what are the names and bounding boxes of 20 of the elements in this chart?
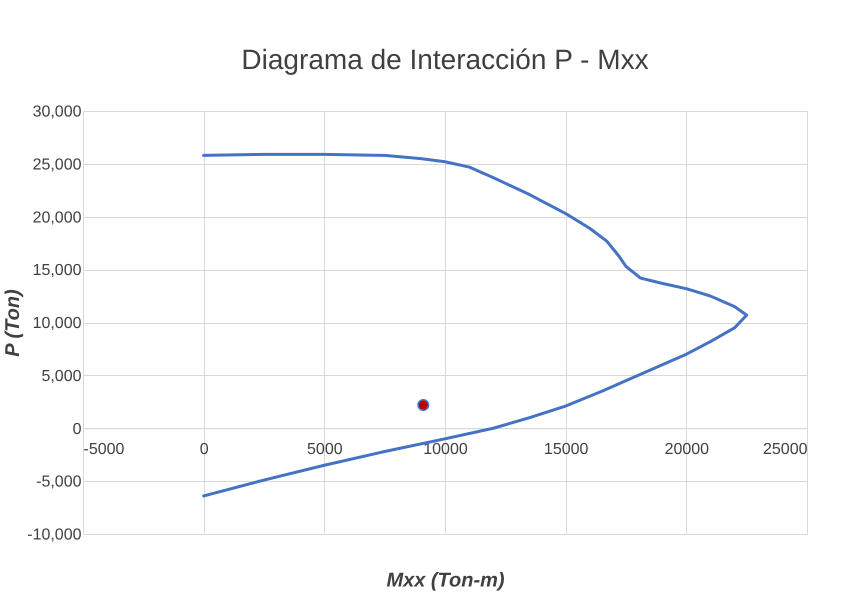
y-tick-label: 5,000 [41, 368, 82, 385]
x-tick-label: 20000 [664, 440, 710, 458]
y-tick-label: 0 [72, 420, 82, 438]
x-tick-label: -5000 [84, 440, 125, 458]
chart-title: Diagrama de Interacción P - Mxx [241, 44, 649, 75]
x-tick-label: 10000 [423, 440, 468, 458]
y-tick-label: 20,000 [32, 209, 82, 226]
y-tick-label: -10,000 [27, 526, 82, 544]
y-tick-label: 15,000 [32, 262, 82, 280]
y-tick-label: 10,000 [32, 315, 82, 332]
y-tick-label: -5,000 [36, 474, 82, 491]
x-tick-label: 25000 [763, 440, 808, 458]
line-series [202, 152, 748, 498]
y-tick-label: 25,000 [32, 156, 82, 174]
y-tick-label: 30,000 [32, 104, 82, 120]
x-axis-title: Mxx (Ton-m) [386, 570, 505, 592]
y-axis-title: P (Ton) [2, 288, 24, 357]
x-tick-label: 5000 [307, 440, 343, 458]
x-tick-label: 15000 [544, 440, 589, 458]
x-tick-label: 0 [200, 440, 209, 458]
